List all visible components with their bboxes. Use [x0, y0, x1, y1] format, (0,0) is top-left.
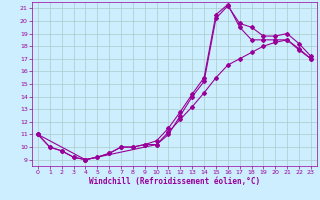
X-axis label: Windchill (Refroidissement éolien,°C): Windchill (Refroidissement éolien,°C) [89, 177, 260, 186]
